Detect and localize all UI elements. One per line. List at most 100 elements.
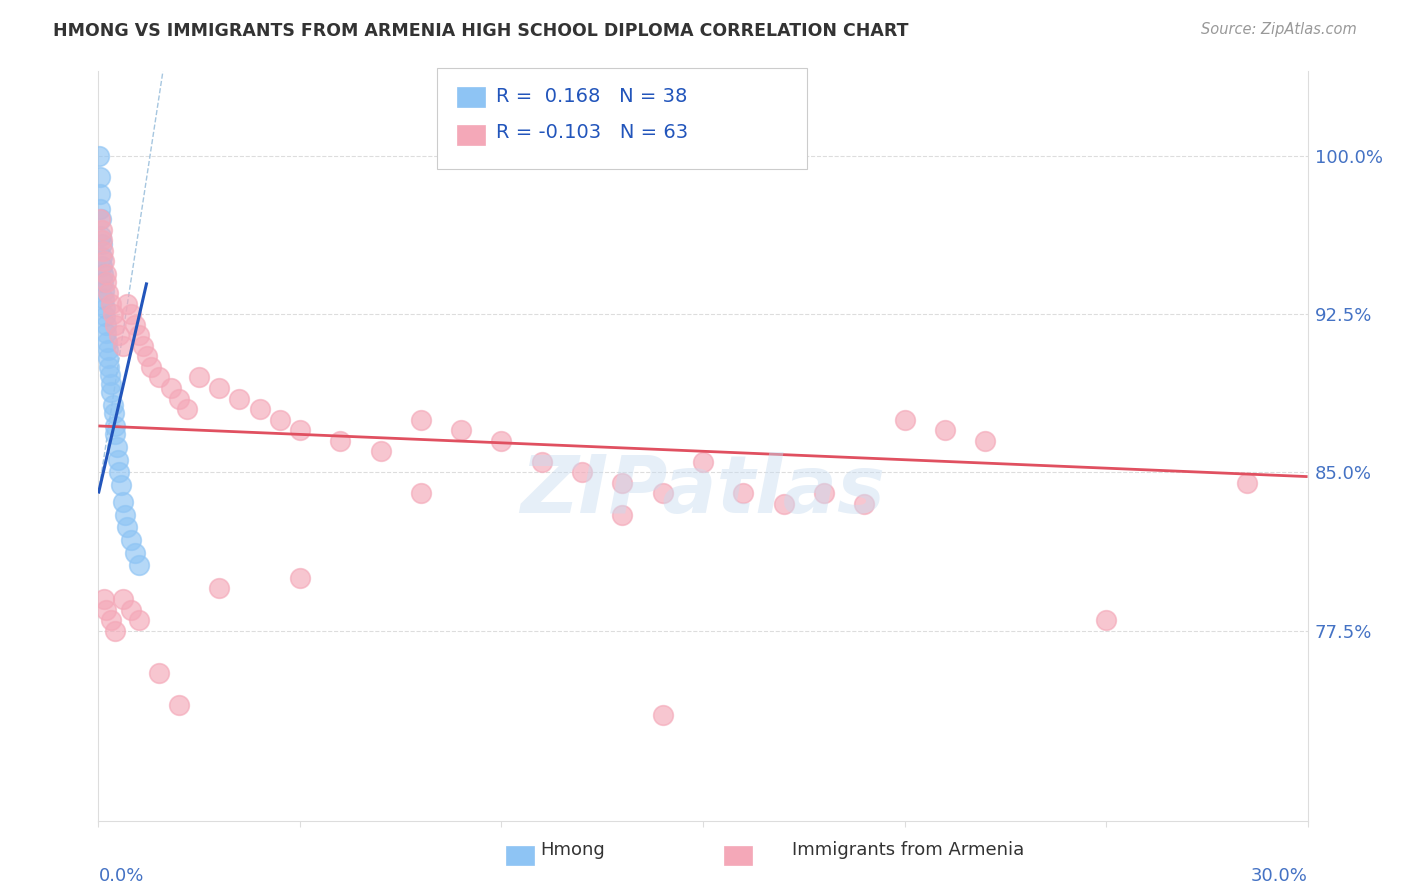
Point (132, 339, 155, 353)
Point (148, 370, 170, 384)
Point (89, 169, 111, 184)
Point (96, 326, 118, 340)
Point (974, 434, 997, 448)
Point (91, 244, 114, 258)
Point (96, 334, 118, 349)
Point (114, 508, 136, 522)
Point (90, 212, 112, 227)
Text: R =  0.168   N = 38: R = 0.168 N = 38 (496, 87, 688, 106)
Point (491, 434, 513, 448)
Point (530, 455, 553, 469)
Point (139, 359, 162, 374)
Point (1236, 475, 1258, 490)
Text: 0.0%: 0.0% (98, 867, 143, 885)
Text: 30.0%: 30.0% (1251, 867, 1308, 885)
Point (90, 237, 112, 252)
Point (103, 624, 125, 638)
Point (208, 381, 231, 395)
Text: Source: ZipAtlas.com: Source: ZipAtlas.com (1201, 22, 1357, 37)
Point (103, 406, 125, 420)
Point (853, 497, 876, 511)
Text: ZIPatlas: ZIPatlas (520, 452, 886, 530)
Text: Immigrants from Armenia: Immigrants from Armenia (792, 841, 1024, 859)
Point (288, 571, 311, 585)
Point (135, 349, 157, 363)
Point (115, 520, 138, 534)
Point (651, 486, 673, 500)
Point (96, 602, 118, 616)
Point (612, 508, 634, 522)
Point (94, 318, 117, 332)
Point (409, 486, 432, 500)
Point (104, 427, 127, 442)
Point (96, 276, 118, 290)
Point (93, 592, 115, 607)
Point (124, 545, 146, 559)
Point (692, 455, 714, 469)
Point (90, 229, 112, 244)
Point (124, 318, 146, 332)
Point (329, 434, 352, 448)
Point (98, 368, 121, 383)
Point (91, 233, 114, 247)
Point (101, 398, 124, 412)
Point (94, 309, 117, 323)
Point (89, 202, 111, 216)
Point (450, 423, 472, 437)
Point (733, 486, 755, 500)
Point (107, 466, 129, 480)
Point (288, 423, 311, 437)
Point (128, 613, 150, 627)
Point (249, 402, 271, 417)
Point (91, 276, 114, 290)
Point (100, 296, 122, 310)
Point (101, 307, 124, 321)
Point (409, 412, 432, 426)
Point (89, 149, 111, 163)
Point (100, 613, 122, 627)
Point (772, 497, 794, 511)
Point (1095, 613, 1118, 627)
Point (97, 285, 120, 300)
Point (97, 359, 120, 374)
Point (94, 301, 117, 315)
Point (208, 582, 231, 596)
Point (110, 478, 132, 492)
Point (91, 259, 114, 273)
Point (893, 412, 915, 426)
Point (269, 412, 291, 426)
Point (100, 376, 122, 391)
Point (160, 381, 183, 395)
Point (103, 318, 125, 332)
Point (111, 592, 134, 607)
Point (97, 351, 120, 366)
Point (100, 385, 122, 400)
Point (934, 423, 956, 437)
Text: Hmong: Hmong (540, 841, 605, 859)
Point (370, 444, 392, 458)
Point (612, 475, 634, 490)
Point (90, 222, 112, 236)
Point (813, 486, 835, 500)
Point (120, 307, 142, 321)
Point (105, 440, 128, 454)
Point (120, 602, 142, 616)
Text: R = -0.103   N = 63: R = -0.103 N = 63 (496, 122, 689, 142)
Point (97, 343, 120, 357)
Point (93, 293, 115, 307)
Point (103, 419, 125, 434)
Text: HMONG VS IMMIGRANTS FROM ARMENIA HIGH SCHOOL DIPLOMA CORRELATION CHART: HMONG VS IMMIGRANTS FROM ARMENIA HIGH SC… (53, 22, 908, 40)
Point (651, 708, 673, 723)
Point (571, 466, 593, 480)
Point (115, 296, 138, 310)
Point (93, 254, 115, 268)
Point (94, 267, 117, 281)
Point (107, 328, 129, 343)
Point (128, 558, 150, 573)
Point (228, 392, 250, 406)
Point (176, 402, 198, 417)
Point (148, 665, 170, 680)
Point (167, 392, 190, 406)
Point (111, 339, 134, 353)
Point (188, 370, 211, 384)
